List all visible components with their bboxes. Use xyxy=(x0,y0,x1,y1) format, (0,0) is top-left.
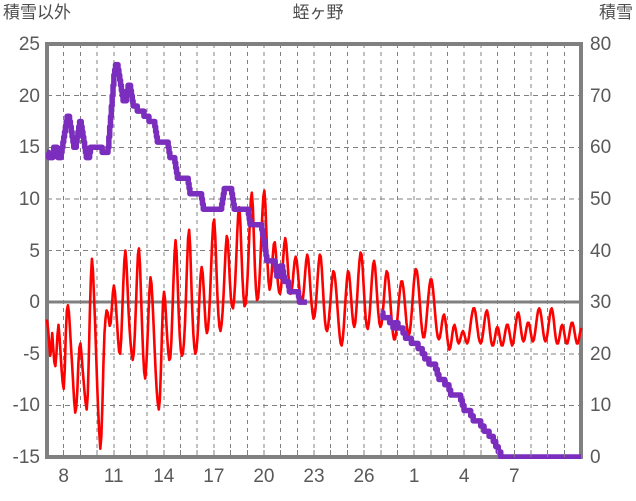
y-axis-left-tick: 5 xyxy=(29,240,40,262)
x-axis-tick: 8 xyxy=(58,466,69,487)
x-axis-ticks xyxy=(63,450,565,457)
y-axis-left-tick: 20 xyxy=(18,85,40,107)
y-axis-right-tick: 40 xyxy=(590,240,612,262)
x-axis-tick: 7 xyxy=(508,466,520,487)
y-axis-left-tick: 15 xyxy=(18,137,40,159)
x-axis-tick: 14 xyxy=(153,466,175,487)
series-line-non-snow xyxy=(45,189,583,451)
y-axis-right-tick: 20 xyxy=(590,343,612,365)
y-axis-left-tick: -15 xyxy=(12,447,40,468)
y-axis-left-tick: 10 xyxy=(18,188,40,210)
y-axis-right-tick: 80 xyxy=(590,34,612,55)
x-axis-tick: 23 xyxy=(303,466,325,487)
y-axis-right-tick: 0 xyxy=(590,447,601,468)
y-axis-left-tick: -10 xyxy=(12,395,40,417)
right-axis-title: 積雪 xyxy=(599,3,633,22)
page-title: 蛭ヶ野 xyxy=(292,3,344,22)
x-axis-tick: 17 xyxy=(203,466,225,487)
y-axis-right-tick: 70 xyxy=(590,85,612,107)
series-line-snow xyxy=(45,61,583,459)
horizontal-gridlines xyxy=(47,95,581,406)
plot-canvas xyxy=(45,44,583,459)
y-axis-right-tick: 30 xyxy=(590,292,612,314)
y-axis-left-tick: 25 xyxy=(18,34,40,55)
x-axis-tick: 26 xyxy=(353,466,375,487)
y-axis-left-tick: 0 xyxy=(29,292,40,314)
x-axis-tick: 1 xyxy=(408,466,420,487)
left-axis-title: 積雪以外 xyxy=(3,3,71,22)
x-axis-tick: 20 xyxy=(253,466,275,487)
y-axis-right-tick: 10 xyxy=(590,395,612,417)
y-axis-left-tick: -5 xyxy=(23,343,40,365)
x-axis-tick: 11 xyxy=(103,466,124,487)
y-axis-right-tick: 60 xyxy=(590,137,612,159)
y-axis-right-tick: 50 xyxy=(590,188,612,210)
x-axis-tick: 4 xyxy=(458,466,470,487)
